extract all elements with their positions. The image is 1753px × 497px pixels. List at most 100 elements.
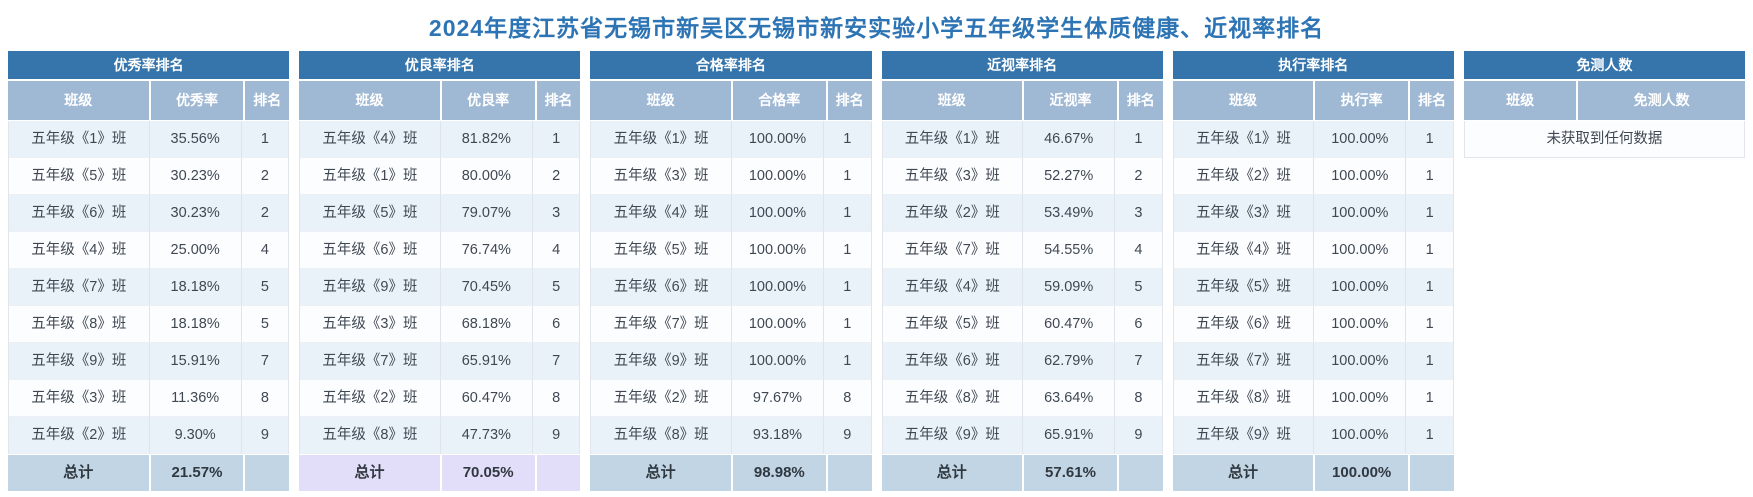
table-row: 五年级《2》班 9.30% 9 (9, 417, 289, 454)
rate-cell: 53.49% (1022, 195, 1115, 232)
total-value: 21.57% (150, 455, 244, 491)
rank-cell: 1 (823, 232, 871, 269)
tables-row: 优秀率排名 班级 优秀率 排名 五年级《1》班 35.56% 1 五年级《5》班 30.23% 2… (0, 51, 1753, 491)
rate-cell: 100.00% (730, 195, 824, 232)
column-header: 合格率 (732, 81, 826, 120)
class-cell: 五年级《4》班 (882, 269, 1023, 306)
rank-cell: 9 (1114, 417, 1162, 454)
total-value: 57.61% (1024, 455, 1117, 491)
rate-cell: 100.00% (730, 306, 824, 343)
page-title: 2024年度江苏省无锡市新吴区无锡市新安实验小学五年级学生体质健康、近视率排名 (428, 15, 1325, 41)
rate-cell: 100.00% (1313, 121, 1406, 158)
table-row: 五年级《8》班 100.00% 1 (1173, 380, 1453, 417)
class-cell: 五年级《9》班 (882, 417, 1023, 454)
rate-cell: 100.00% (1313, 269, 1406, 306)
table-row: 五年级《5》班 79.07% 3 (300, 195, 580, 232)
class-cell: 五年级《5》班 (1173, 269, 1314, 306)
table-row: 五年级《5》班 30.23% 2 (9, 158, 289, 195)
rank-cell: 6 (531, 306, 580, 343)
class-cell: 五年级《2》班 (9, 417, 149, 454)
rank-cell: 1 (823, 343, 871, 380)
rank-cell: 2 (1114, 158, 1162, 195)
table-row: 五年级《2》班 60.47% 8 (300, 380, 580, 417)
table-row: 五年级《8》班 93.18% 9 (591, 417, 871, 454)
table-row: 五年级《9》班 100.00% 1 (591, 343, 871, 380)
column-header: 优秀率 (150, 81, 244, 120)
class-cell: 五年级《8》班 (882, 380, 1023, 417)
rate-cell: 80.00% (439, 158, 532, 195)
rate-cell: 9.30% (148, 417, 241, 454)
table-total-row: 总计 57.61% (881, 455, 1163, 491)
class-cell: 五年级《3》班 (300, 306, 440, 343)
column-header: 排名 (1118, 81, 1163, 120)
table-row: 五年级《9》班 15.91% 7 (9, 343, 289, 380)
total-label: 总计 (299, 455, 440, 491)
rate-cell: 76.74% (439, 232, 532, 269)
rate-cell: 70.45% (439, 269, 532, 306)
rank-cell: 2 (531, 158, 580, 195)
class-cell: 五年级《5》班 (591, 232, 731, 269)
rate-cell: 100.00% (730, 343, 824, 380)
rate-cell: 52.27% (1022, 158, 1115, 195)
rate-cell: 100.00% (730, 269, 824, 306)
class-cell: 五年级《1》班 (882, 121, 1023, 158)
table-body: 五年级《4》班 81.82% 1 五年级《1》班 80.00% 2 五年级《5》班 79.07… (299, 121, 581, 454)
table-title: 近视率排名 (881, 51, 1163, 79)
rate-cell: 35.56% (148, 121, 241, 158)
table-row: 五年级《7》班 65.91% 7 (300, 343, 580, 380)
class-cell: 五年级《6》班 (9, 195, 149, 232)
class-cell: 五年级《2》班 (300, 380, 440, 417)
rank-cell: 8 (823, 380, 871, 417)
rank-cell: 1 (823, 158, 871, 195)
total-value: 70.05% (441, 455, 535, 491)
class-cell: 五年级《9》班 (300, 269, 440, 306)
table-body: 五年级《1》班 100.00% 1 五年级《2》班 100.00% 1 五年级《3》班 100… (1172, 121, 1454, 454)
rank-cell: 5 (240, 306, 289, 343)
table-title: 优良率排名 (299, 51, 581, 79)
class-cell: 五年级《6》班 (1173, 306, 1314, 343)
column-header: 班级 (1172, 81, 1314, 120)
table-row: 五年级《3》班 52.27% 2 (882, 158, 1162, 195)
table-row: 五年级《2》班 97.67% 8 (591, 380, 871, 417)
ranking-table: 合格率排名 班级 合格率 排名 五年级《1》班 100.00% 1 五年级《3》班 100.00… (590, 51, 872, 491)
table-row: 五年级《6》班 100.00% 1 (591, 269, 871, 306)
rate-cell: 25.00% (148, 232, 241, 269)
table-total-row: 总计 98.98% (590, 455, 872, 491)
table-row: 五年级《3》班 11.36% 8 (9, 380, 289, 417)
rate-cell: 18.18% (148, 306, 241, 343)
rank-cell: 3 (531, 195, 580, 232)
class-cell: 五年级《3》班 (9, 380, 149, 417)
class-cell: 五年级《8》班 (591, 417, 731, 454)
rate-cell: 30.23% (148, 158, 241, 195)
table-title: 免测人数 (1463, 51, 1746, 79)
table-header-row: 班级 执行率 排名 (1172, 81, 1454, 120)
rate-cell: 100.00% (1313, 343, 1406, 380)
table-header-row: 班级 合格率 排名 (590, 81, 872, 120)
table-row: 五年级《1》班 35.56% 1 (9, 121, 289, 158)
rank-cell: 1 (823, 121, 871, 158)
total-label: 总计 (590, 455, 731, 491)
table-header-row: 班级 优良率 排名 (299, 81, 581, 120)
class-cell: 五年级《9》班 (1173, 417, 1314, 454)
column-header: 排名 (536, 81, 581, 120)
table-row: 五年级《2》班 53.49% 3 (882, 195, 1162, 232)
rate-cell: 100.00% (730, 232, 824, 269)
table-row: 五年级《6》班 100.00% 1 (1173, 306, 1453, 343)
rank-cell: 1 (240, 121, 289, 158)
rate-cell: 60.47% (1022, 306, 1115, 343)
ranking-table: 优秀率排名 班级 优秀率 排名 五年级《1》班 35.56% 1 五年级《5》班 30.23% 2… (8, 51, 290, 491)
table-title: 执行率排名 (1172, 51, 1454, 79)
column-header: 班级 (590, 81, 731, 120)
class-cell: 五年级《1》班 (300, 158, 440, 195)
class-cell: 五年级《3》班 (882, 158, 1023, 195)
table-body: 五年级《1》班 46.67% 1 五年级《3》班 52.27% 2 五年级《2》班 53.49… (881, 121, 1163, 454)
total-rank-cell (1410, 455, 1454, 491)
column-header: 班级 (299, 81, 440, 120)
table-body: 五年级《1》班 35.56% 1 五年级《5》班 30.23% 2 五年级《6》班 30.23… (8, 121, 290, 454)
table-row: 五年级《8》班 63.64% 8 (882, 380, 1162, 417)
rate-cell: 60.47% (439, 380, 532, 417)
class-cell: 五年级《1》班 (591, 121, 731, 158)
table-row: 五年级《7》班 54.55% 4 (882, 232, 1162, 269)
total-label: 总计 (881, 455, 1023, 491)
class-cell: 五年级《4》班 (9, 232, 149, 269)
